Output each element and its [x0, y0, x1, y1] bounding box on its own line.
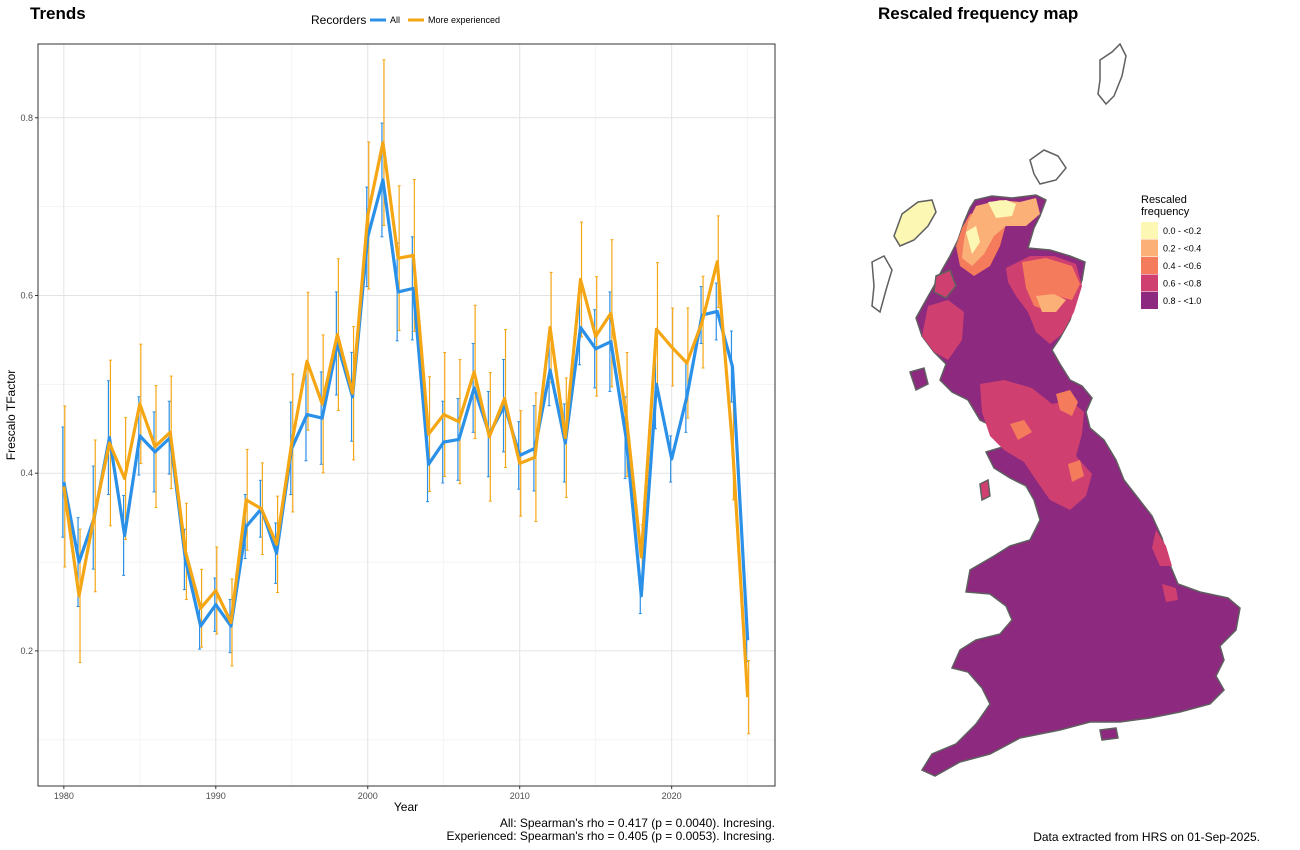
- plot-background: [38, 44, 775, 786]
- y-tick-label: 0.6: [20, 290, 33, 300]
- annotation-all: All: Spearman's rho = 0.417 (p = 0.0040)…: [499, 816, 775, 830]
- legend-title: Recorders: [311, 13, 366, 27]
- map-region-outer-hebrides: [893, 199, 937, 247]
- map-region-orange-east: [1068, 460, 1084, 482]
- y-tick-label: 0.4: [20, 468, 33, 478]
- series-lines: [62, 141, 750, 698]
- spearman-annotations: All: Spearman's rho = 0.417 (p = 0.0040)…: [380, 816, 776, 843]
- map-region-magenta-east: [1152, 530, 1172, 566]
- series-line-experienced: [62, 141, 750, 698]
- plot-panel: [37, 43, 776, 787]
- legend-label-experienced: More experienced: [428, 15, 500, 25]
- map-region-magenta-west: [922, 300, 964, 360]
- map-region-islay: [909, 367, 929, 392]
- map-legend-swatch: [1141, 274, 1158, 292]
- map-legend-swatch: [1141, 257, 1158, 274]
- x-tick-label: 2000: [358, 791, 378, 801]
- map-legend-swatch: [1141, 222, 1158, 239]
- map-region-peach-east: [1036, 294, 1066, 312]
- y-tick-label: 0.8: [20, 113, 33, 123]
- map-region-orange-midland: [1056, 390, 1078, 416]
- grid: [38, 44, 775, 786]
- frequency-map: Rescaled frequency map Rescaled freq: [871, 4, 1241, 777]
- gb-map: [871, 42, 1241, 777]
- trend-legend: Recorders All More experienced: [311, 13, 500, 27]
- x-axis-title: Year: [394, 800, 418, 814]
- x-tick-label: 1990: [206, 791, 226, 801]
- x-tick-label: 2010: [510, 791, 530, 801]
- map-region-orange-small: [1010, 420, 1032, 440]
- map-region-shetland: [1097, 42, 1127, 106]
- map-region-yellow-west: [966, 226, 980, 254]
- map-legend-label: 0.6 - <0.8: [1163, 279, 1201, 289]
- y-tick-label: 0.2: [20, 646, 33, 656]
- map-region-peach-north: [962, 198, 1040, 266]
- map-legend-title-line2: frequency: [1141, 206, 1190, 218]
- x-tick-label: 1980: [54, 791, 74, 801]
- map-region-skye: [933, 269, 957, 299]
- tick-labels: 1980 1990 2000 2010 2020 0.2 0.4 0.6 0.8: [20, 113, 681, 801]
- map-legend-label: 0.2 - <0.4: [1163, 244, 1201, 254]
- map-legend-title-line1: Rescaled: [1141, 194, 1187, 206]
- map-legend-label: 0.0 - <0.2: [1163, 226, 1201, 236]
- x-tick-label: 2020: [662, 791, 682, 801]
- map-region-magenta-southeast: [1162, 584, 1178, 602]
- map-title: Rescaled frequency map: [878, 4, 1078, 23]
- map-region-yellow-north: [988, 200, 1016, 218]
- map-legend-label: 0.4 - <0.6: [1163, 261, 1201, 271]
- map-region-hebrides-south: [871, 255, 893, 314]
- map-caption: Data extracted from HRS on 01-Sep-2025.: [1033, 830, 1260, 844]
- map-region-isle-of-wight: [1099, 727, 1119, 741]
- map-region-orkney: [1029, 149, 1067, 185]
- map-legend-swatch: [1141, 292, 1158, 309]
- map-legend-label: 0.8 - <1.0: [1163, 296, 1201, 306]
- map-region-isle-of-man: [979, 478, 991, 502]
- map-legend-swatch: [1141, 239, 1158, 257]
- y-axis-title: Frescalo TFactor: [4, 370, 18, 460]
- legend-label-all: All: [390, 15, 400, 25]
- trend-chart: Trends Recorders All More experienced 19…: [4, 4, 776, 814]
- map-legend: Rescaled frequency 0.0 - <0.2 0.2 - <0.4 0…: [1141, 194, 1201, 309]
- annotation-experienced: Experienced: Spearman's rho = 0.405 (p =…: [446, 829, 776, 843]
- trend-title: Trends: [30, 4, 86, 23]
- map-region-magenta-south: [980, 380, 1092, 510]
